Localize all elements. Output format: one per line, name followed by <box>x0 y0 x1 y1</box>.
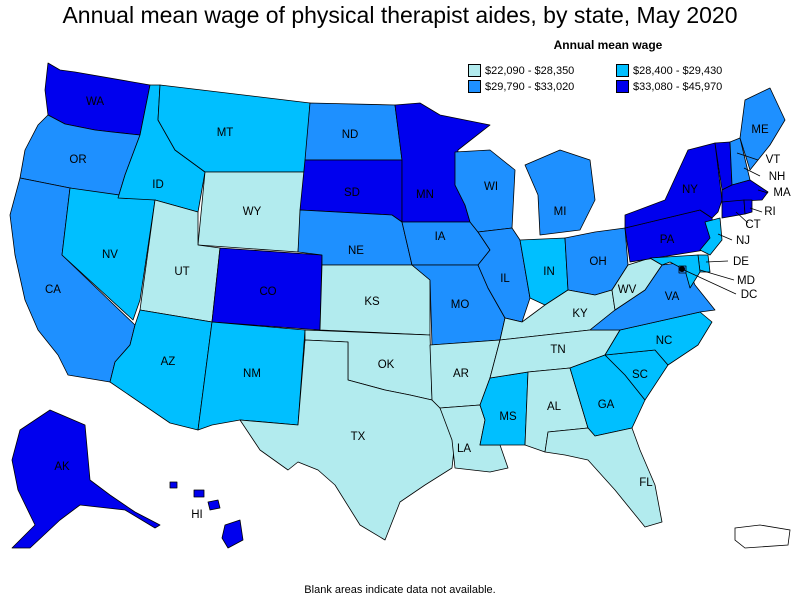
state-label-md: MD <box>737 275 755 287</box>
state-label-dc: DC <box>741 289 758 301</box>
puerto-rico-outline <box>734 524 791 549</box>
legend-item-1: $22,090 - $28,350 <box>468 64 616 77</box>
state-fl[interactable] <box>544 427 663 528</box>
state-label-sc: SC <box>632 369 648 381</box>
state-label-ri: RI <box>764 206 776 218</box>
state-label-nj: NJ <box>736 235 750 247</box>
state-nj[interactable] <box>699 217 723 256</box>
state-label-mt: MT <box>217 127 234 139</box>
state-label-ia: IA <box>435 231 446 243</box>
state-label-or: OR <box>69 154 86 166</box>
state-shapes <box>9 62 786 549</box>
leader-line-nj <box>717 233 733 241</box>
state-me[interactable] <box>739 87 786 171</box>
state-ks[interactable] <box>319 264 431 336</box>
leader-line-ma <box>757 189 769 194</box>
state-ct[interactable] <box>721 199 746 219</box>
state-label-oh: OH <box>589 256 606 268</box>
state-label-ok: OK <box>378 359 395 371</box>
legend-swatch-4 <box>616 80 629 93</box>
state-label-ak: AK <box>54 461 70 473</box>
state-label-nv: NV <box>102 249 118 261</box>
state-label-ma: MA <box>773 187 791 199</box>
state-label-tx: TX <box>351 431 366 443</box>
leader-line-vt <box>736 152 759 161</box>
legend-item-4: $33,080 - $45,970 <box>616 80 764 93</box>
map-title: Annual mean wage of physical therapist a… <box>62 2 738 28</box>
state-label-va: VA <box>665 291 680 303</box>
leader-line-dc <box>683 269 737 295</box>
state-ri[interactable] <box>743 199 753 215</box>
legend-label-2: $28,400 - $29,430 <box>633 64 723 77</box>
footnote: Blank areas indicate data not available. <box>304 584 496 596</box>
state-label-wy: WY <box>243 206 262 218</box>
state-label-sd: SD <box>344 187 360 199</box>
state-label-wa: WA <box>86 96 104 108</box>
state-label-ms: MS <box>499 411 517 423</box>
leader-line-de <box>705 260 729 263</box>
legend-swatch-3 <box>468 80 481 93</box>
state-mi[interactable] <box>524 149 596 236</box>
state-label-nd: ND <box>342 129 359 141</box>
state-label-fl: FL <box>639 477 653 489</box>
state-label-ky: KY <box>572 308 588 320</box>
state-label-nm: NM <box>243 368 261 380</box>
state-label-ga: GA <box>598 399 615 411</box>
state-labels: WA OR CA NV ID MT WY UT AZ CO NM ND SD NE KS OK TX MN IA MO… <box>45 96 791 521</box>
legend-item-2: $28,400 - $29,430 <box>616 64 764 77</box>
leader-line-ri <box>749 207 763 213</box>
legend-label-1: $22,090 - $28,350 <box>485 64 575 77</box>
state-label-wv: WV <box>618 284 637 296</box>
state-md[interactable] <box>649 254 701 289</box>
state-label-co: CO <box>259 286 276 298</box>
state-label-tn: TN <box>550 344 565 356</box>
state-label-ar: AR <box>453 368 469 380</box>
state-label-ks: KS <box>364 296 380 308</box>
state-label-ca: CA <box>45 284 61 296</box>
state-label-de: DE <box>733 256 749 268</box>
legend-swatch-2 <box>616 64 629 77</box>
legend: Annual mean wage $22,090 - $28,350 $28,4… <box>468 38 788 93</box>
state-label-ne: NE <box>348 245 364 257</box>
state-ak[interactable] <box>11 409 161 549</box>
state-label-hi: HI <box>191 509 203 521</box>
state-label-ny: NY <box>682 184 698 196</box>
state-label-ut: UT <box>174 266 189 278</box>
dc-marker <box>679 266 685 272</box>
state-label-nh: NH <box>769 171 786 183</box>
legend-title: Annual mean wage <box>553 38 663 52</box>
state-label-nc: NC <box>656 335 673 347</box>
state-label-la: LA <box>457 443 471 455</box>
state-label-mn: MN <box>416 189 434 201</box>
state-label-vt: VT <box>766 154 781 166</box>
leader-line-md <box>699 269 735 281</box>
state-label-ct: CT <box>745 219 760 231</box>
state-label-me: ME <box>751 124 769 136</box>
leader-line-ct <box>735 211 749 224</box>
legend-items: $22,090 - $28,350 $28,400 - $29,430 $29,… <box>468 64 788 93</box>
state-tx[interactable] <box>239 339 456 541</box>
state-label-pa: PA <box>660 234 675 246</box>
state-label-wi: WI <box>484 181 498 193</box>
state-ny[interactable] <box>624 142 723 229</box>
state-label-az: AZ <box>161 356 176 368</box>
legend-swatch-1 <box>468 64 481 77</box>
state-label-mo: MO <box>451 299 470 311</box>
state-label-il: IL <box>500 273 510 285</box>
legend-label-3: $29,790 - $33,020 <box>485 80 575 93</box>
legend-label-4: $33,080 - $45,970 <box>633 80 723 93</box>
state-hi[interactable] <box>169 481 244 549</box>
legend-item-3: $29,790 - $33,020 <box>468 80 616 93</box>
state-label-al: AL <box>547 401 562 413</box>
state-label-mi: MI <box>554 206 567 218</box>
state-label-id: ID <box>152 179 164 191</box>
state-label-in: IN <box>543 266 555 278</box>
leader-line-nh <box>743 167 761 177</box>
